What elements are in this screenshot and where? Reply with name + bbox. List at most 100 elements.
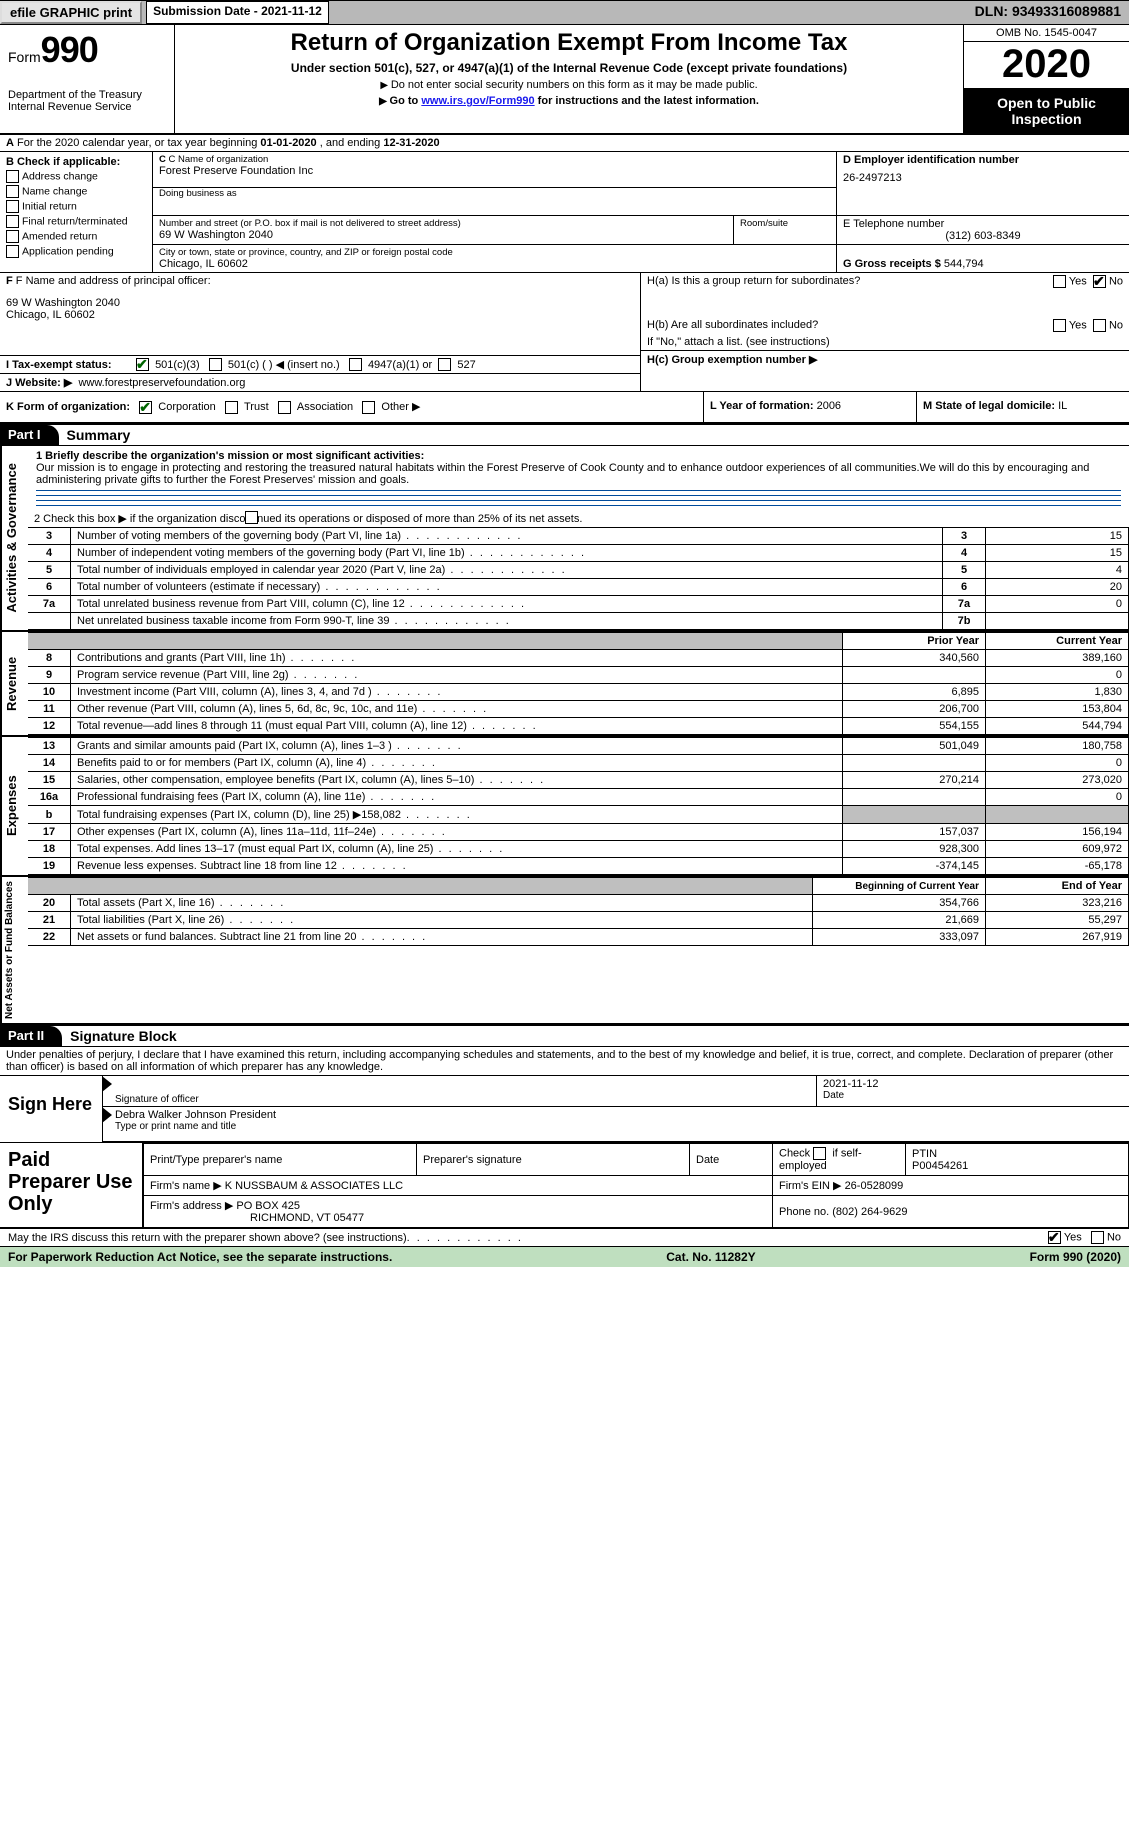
instructions-link[interactable]: www.irs.gov/Form990	[421, 95, 534, 107]
cb-application-pending[interactable]	[6, 245, 19, 258]
row-a-mid: , and ending	[320, 137, 384, 149]
instructions-suffix: for instructions and the latest informat…	[535, 95, 759, 107]
cb-initial-return[interactable]	[6, 200, 19, 213]
tax-year-begin: 01-01-2020	[260, 137, 316, 149]
cb-ha-no[interactable]	[1093, 275, 1106, 288]
opt-corporation: Corporation	[158, 401, 215, 413]
current-year-header: Current Year	[986, 633, 1129, 650]
hb-note: If "No," attach a list. (see instruction…	[641, 334, 1129, 351]
paid-preparer-label: Paid Preparer Use Only	[0, 1143, 143, 1227]
officer-name-title: Debra Walker Johnson President	[115, 1109, 1123, 1121]
table-row: 3 Number of voting members of the govern…	[28, 528, 1129, 545]
gross-receipts-value: 544,794	[944, 258, 984, 270]
open-to-public: Open to Public Inspection	[964, 89, 1129, 133]
paid-preparer-block: Paid Preparer Use Only Print/Type prepar…	[0, 1142, 1129, 1229]
opt-501c: 501(c) ( )	[228, 359, 273, 371]
table-row: 20 Total assets (Part X, line 16) 354,76…	[28, 895, 1129, 912]
cb-527[interactable]	[438, 358, 451, 371]
cb-address-change[interactable]	[6, 170, 19, 183]
beginning-year-header: Beginning of Current Year	[813, 878, 986, 895]
part-1-tag: Part I	[0, 425, 59, 445]
hb-label: H(b) Are all subordinates included?	[647, 319, 1053, 332]
summary-block: Activities & Governance 1 Briefly descri…	[0, 446, 1129, 1026]
cb-amended-return[interactable]	[6, 230, 19, 243]
form-header: Form990 Department of the Treasury Inter…	[0, 25, 1129, 135]
row-a-tax-year: A For the 2020 calendar year, or tax yea…	[0, 135, 1129, 152]
cb-label-amended: Amended return	[22, 230, 97, 242]
cb-final-return[interactable]	[6, 215, 19, 228]
sign-date-value: 2021-11-12	[823, 1078, 1123, 1090]
dept-treasury: Department of the Treasury	[8, 89, 168, 101]
table-row: 17 Other expenses (Part IX, column (A), …	[28, 824, 1129, 841]
cb-hb-no[interactable]	[1093, 319, 1106, 332]
opt-527: 527	[457, 359, 475, 371]
cb-self-employed[interactable]	[813, 1147, 826, 1160]
discuss-no: No	[1107, 1232, 1121, 1244]
cb-501c3[interactable]	[136, 358, 149, 371]
ptin-value: P00454261	[912, 1160, 968, 1172]
form-label: Form	[8, 49, 41, 65]
form-subtitle-2: Do not enter social security numbers on …	[183, 79, 955, 91]
table-row: 5 Total number of individuals employed i…	[28, 562, 1129, 579]
mission-text: Our mission is to engage in protecting a…	[36, 462, 1121, 486]
side-revenue: Revenue	[0, 632, 28, 735]
website-value: www.forestpreservefoundation.org	[78, 377, 245, 389]
dept-irs: Internal Revenue Service	[8, 101, 168, 113]
table-row: 19 Revenue less expenses. Subtract line …	[28, 858, 1129, 875]
cb-name-change[interactable]	[6, 185, 19, 198]
mission-label: 1 Briefly describe the organization's mi…	[36, 450, 1121, 462]
prior-year-header: Prior Year	[843, 633, 986, 650]
efile-print-button[interactable]: efile GRAPHIC print	[0, 1, 142, 24]
cb-corporation[interactable]	[139, 401, 152, 414]
city-value: Chicago, IL 60602	[159, 258, 830, 270]
cb-discuss-no[interactable]	[1091, 1231, 1104, 1244]
governance-table: 3 Number of voting members of the govern…	[28, 527, 1129, 630]
penalties-text: Under penalties of perjury, I declare th…	[0, 1047, 1129, 1076]
city-label: City or town, state or province, country…	[159, 247, 830, 258]
tax-year: 2020	[964, 42, 1129, 89]
opt-other: Other ▶	[381, 401, 420, 413]
cb-label-initial: Initial return	[22, 200, 77, 212]
phone-value: (312) 603-8349	[843, 230, 1123, 242]
table-row: 13 Grants and similar amounts paid (Part…	[28, 738, 1129, 755]
table-row: 6 Total number of volunteers (estimate i…	[28, 579, 1129, 596]
go-to-text: Go to	[390, 95, 422, 107]
efile-topbar: efile GRAPHIC print Submission Date - 20…	[0, 0, 1129, 25]
identity-block: B Check if applicable: Address change Na…	[0, 152, 1129, 273]
check-b-column: B Check if applicable: Address change Na…	[0, 152, 153, 272]
opt-501c-note: ◀ (insert no.)	[276, 358, 340, 371]
sig-officer-label: Signature of officer	[115, 1094, 199, 1105]
f-label: F F Name and address of principal office…	[6, 275, 634, 287]
expenses-table: 13 Grants and similar amounts paid (Part…	[28, 737, 1129, 875]
hc-label: H(c) Group exemption number ▶	[641, 351, 1129, 368]
form-subtitle-3: Go to www.irs.gov/Form990 for instructio…	[183, 95, 955, 107]
side-expenses: Expenses	[0, 737, 28, 875]
cb-hb-yes[interactable]	[1053, 319, 1066, 332]
ha-yes: Yes	[1069, 275, 1087, 287]
cb-4947[interactable]	[349, 358, 362, 371]
room-label: Room/suite	[740, 218, 830, 229]
cb-association[interactable]	[278, 401, 291, 414]
part-2-title: Signature Block	[62, 1026, 185, 1046]
omb-number: OMB No. 1545-0047	[964, 25, 1129, 42]
table-row: 4 Number of independent voting members o…	[28, 545, 1129, 562]
cb-trust[interactable]	[225, 401, 238, 414]
tax-year-end: 12-31-2020	[383, 137, 439, 149]
cb-label-name: Name change	[22, 185, 87, 197]
cb-discontinued[interactable]	[245, 511, 258, 524]
part-1-header: Part I Summary	[0, 424, 1129, 446]
dln-number: DLN: 93493316089881	[967, 1, 1129, 24]
cb-501c[interactable]	[209, 358, 222, 371]
dots-icon	[407, 1232, 523, 1244]
dba-label: Doing business as	[159, 188, 830, 199]
j-label: J Website: ▶	[6, 376, 72, 389]
cb-other[interactable]	[362, 401, 375, 414]
cb-ha-yes[interactable]	[1053, 275, 1066, 288]
d-ein-label: D Employer identification number	[843, 154, 1123, 166]
cb-discuss-yes[interactable]	[1048, 1231, 1061, 1244]
part-2-header: Part II Signature Block	[0, 1025, 1129, 1047]
row-j-website: J Website: ▶ www.forestpreservefoundatio…	[0, 374, 640, 391]
firm-name-value: K NUSSBAUM & ASSOCIATES LLC	[225, 1180, 403, 1192]
gross-receipts-label: G Gross receipts $	[843, 258, 941, 270]
ha-no: No	[1109, 275, 1123, 287]
